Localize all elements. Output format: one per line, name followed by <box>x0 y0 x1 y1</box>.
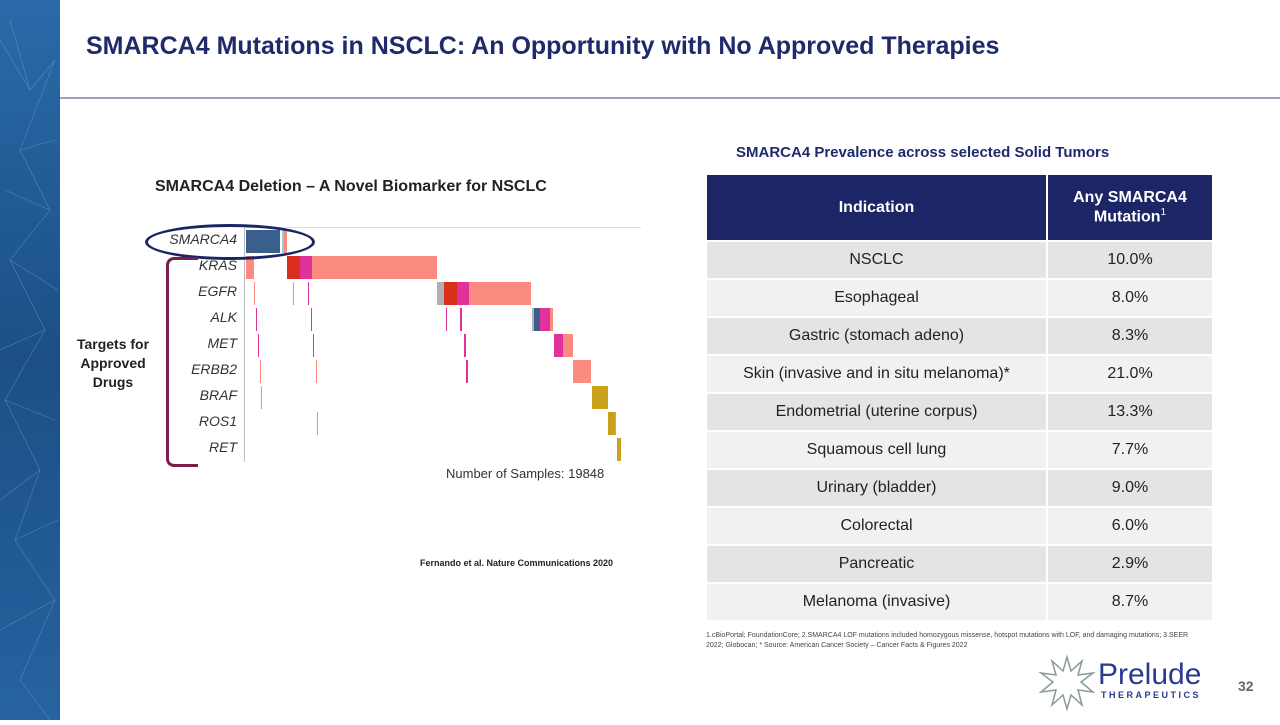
table-row: Esophageal 8.0% <box>705 278 1214 318</box>
mutation-bar <box>617 438 622 461</box>
table-row: Squamous cell lung 7.7% <box>705 430 1214 470</box>
indication-cell: Gastric (stomach adeno) <box>705 316 1048 356</box>
prevalence-table: Indication Any SMARCA4 Mutation1 NSCLC 10… <box>705 173 1214 622</box>
oncoprint-plot <box>244 227 641 462</box>
mutation-bar <box>615 412 617 435</box>
mutation-bar <box>315 360 318 383</box>
indication-cell: Urinary (bladder) <box>705 468 1048 508</box>
mutation-bar <box>464 334 466 357</box>
mutation-bar <box>259 360 262 383</box>
mutation-rate-cell: 2.9% <box>1046 544 1214 584</box>
sample-count-label: Number of Samples: 19848 <box>446 466 605 481</box>
gene-label: RET <box>209 439 237 455</box>
mutation-bar <box>310 308 313 331</box>
indication-cell: Endometrial (uterine corpus) <box>705 392 1048 432</box>
mutation-rate-cell: 8.3% <box>1046 316 1214 356</box>
table-title: SMARCA4 Prevalence across selected Solid… <box>736 144 1110 161</box>
header-mutation: Any SMARCA4 Mutation1 <box>1046 173 1214 242</box>
mutation-rate-cell: 7.7% <box>1046 430 1214 470</box>
table-row: Colorectal 6.0% <box>705 506 1214 546</box>
network-pattern-icon <box>0 19 59 721</box>
mutation-bar <box>443 282 458 305</box>
mutation-bar <box>554 334 564 357</box>
table-row: NSCLC 10.0% <box>705 240 1214 280</box>
mutation-bar <box>257 334 260 357</box>
indication-cell: Squamous cell lung <box>705 430 1048 470</box>
mutation-rate-cell: 10.0% <box>1046 240 1214 280</box>
citation: Fernando et al. Nature Communications 20… <box>420 558 614 568</box>
mutation-bar <box>253 282 256 305</box>
mutation-rate-cell: 8.7% <box>1046 582 1214 622</box>
indication-cell: Melanoma (invasive) <box>705 582 1048 622</box>
mutation-bar <box>311 256 437 279</box>
mutation-bar <box>436 282 444 305</box>
mutation-bar <box>608 412 616 435</box>
mutation-bar <box>445 308 447 331</box>
chart-title: SMARCA4 Deletion – A Novel Biomarker for… <box>155 178 547 195</box>
mutation-bar <box>245 256 254 279</box>
mutation-bar <box>592 386 609 409</box>
mutation-bar <box>534 308 541 331</box>
mutation-rate-cell: 9.0% <box>1046 468 1214 508</box>
gene-label: ALK <box>210 309 237 325</box>
decorative-side-strip <box>0 0 60 721</box>
prelude-logo-icon <box>1038 655 1096 711</box>
gene-label: ROS1 <box>198 413 237 429</box>
table-row: Pancreatic 2.9% <box>705 544 1214 584</box>
mutation-bar <box>312 334 315 357</box>
table-row: Melanoma (invasive) 8.7% <box>705 582 1214 622</box>
table-row: Gastric (stomach adeno) 8.3% <box>705 316 1214 356</box>
approved-targets-bracket <box>166 257 198 467</box>
mutation-bar <box>460 308 462 331</box>
mutation-bar <box>299 256 312 279</box>
mutation-bar <box>457 282 470 305</box>
indication-cell: Colorectal <box>705 506 1048 546</box>
indication-cell: Pancreatic <box>705 544 1048 584</box>
gene-label: KRAS <box>198 257 237 273</box>
indication-cell: NSCLC <box>705 240 1048 280</box>
mutation-bar <box>260 386 263 409</box>
mutation-rate-cell: 21.0% <box>1046 354 1214 394</box>
mutation-bar <box>466 360 468 383</box>
table-row: Skin (invasive and in situ melanoma)* 21.… <box>705 354 1214 394</box>
smarca4-highlight-ellipse <box>145 224 315 260</box>
mutation-bar <box>255 308 258 331</box>
gene-label: MET <box>207 335 237 351</box>
mutation-rate-cell: 6.0% <box>1046 506 1214 546</box>
mutation-bar <box>307 282 310 305</box>
title-divider <box>60 97 1280 99</box>
footnote: 1.cBioPortal; FoundationCore; 2.SMARCA4 … <box>706 632 1189 649</box>
gene-label: BRAF <box>199 387 237 403</box>
mutation-bar <box>316 412 318 435</box>
table-row: Urinary (bladder) 9.0% <box>705 468 1214 508</box>
brand-sub: THERAPEUTICS <box>1101 690 1202 700</box>
mutation-bar <box>540 308 551 331</box>
mutation-bar <box>286 256 300 279</box>
header-indication: Indication <box>705 173 1048 242</box>
page-number: 32 <box>1238 678 1254 694</box>
mutation-rate-cell: 13.3% <box>1046 392 1214 432</box>
mutation-bar <box>532 308 535 331</box>
mutation-bar <box>469 282 532 305</box>
bracket-label: Targets for Approved Drugs <box>76 336 150 390</box>
gene-label: EGFR <box>198 283 237 299</box>
gene-label: ERBB2 <box>191 361 237 377</box>
mutation-bar <box>563 334 574 357</box>
mutation-rate-cell: 8.0% <box>1046 278 1214 318</box>
mutation-bar <box>550 308 554 331</box>
slide-title: SMARCA4 Mutations in NSCLC: An Opportuni… <box>86 32 1000 60</box>
indication-cell: Skin (invasive and in situ melanoma)* <box>705 354 1048 394</box>
table-row: Endometrial (uterine corpus) 13.3% <box>705 392 1214 432</box>
header-mutation-text: Any SMARCA4 Mutation <box>1073 188 1187 226</box>
footnote-ref: 1 <box>1160 206 1167 218</box>
mutation-bar <box>573 360 592 383</box>
mutation-bar <box>292 282 295 305</box>
indication-cell: Esophageal <box>705 278 1048 318</box>
brand-name: Prelude <box>1098 658 1202 691</box>
